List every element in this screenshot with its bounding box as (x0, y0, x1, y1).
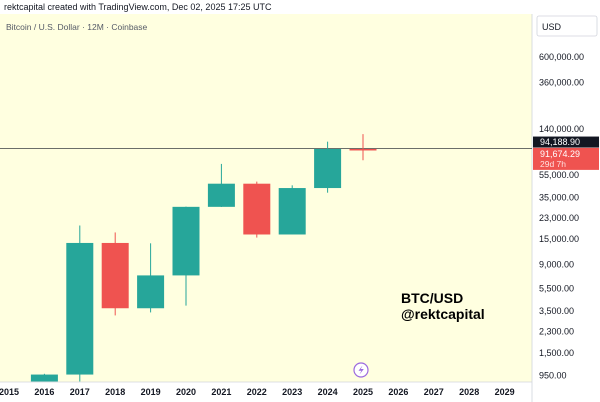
time-tick-label: 2018 (105, 387, 125, 397)
current-price-tag-label: 91,674.29 (540, 149, 580, 159)
candle-body (137, 275, 165, 309)
candle-2024[interactable] (314, 141, 342, 193)
time-tick-label: 2023 (282, 387, 302, 397)
candle-2018[interactable] (101, 232, 129, 316)
candle-body (349, 148, 377, 151)
candle-body (207, 183, 235, 207)
time-tick-label: 2027 (424, 387, 444, 397)
btc-usd-yearly-chart[interactable]: Bitcoin / U.S. Dollar · 12M · Coinbase U… (0, 14, 600, 402)
candle-2023[interactable] (278, 185, 306, 235)
current-price-countdown: 29d 7h (540, 159, 566, 169)
time-tick-label: 2020 (176, 387, 196, 397)
time-tick-label: 2022 (247, 387, 267, 397)
time-tick-label: 2028 (459, 387, 479, 397)
currency-badge-label: USD (542, 22, 562, 32)
candle-body (243, 183, 271, 235)
price-tick-label: 5,500.00 (539, 284, 574, 294)
price-tick-label: 950.00 (539, 370, 567, 380)
price-tick-label: 55,000.00 (539, 170, 579, 180)
price-tick-label: 15,000.00 (539, 234, 579, 244)
time-tick-label: 2025 (353, 387, 373, 397)
chart-credit-bar: rektcapital created with TradingView.com… (0, 0, 600, 14)
candle-2021[interactable] (207, 163, 235, 208)
price-axis-background (532, 14, 600, 402)
time-tick-label: 2029 (495, 387, 515, 397)
candle-body (66, 242, 94, 375)
price-tick-label: 140,000.00 (539, 124, 584, 134)
candle-2020[interactable] (172, 206, 200, 306)
time-tick-label: 2017 (70, 387, 90, 397)
candle-body (278, 188, 306, 235)
annotation-ticker: BTC/USD (401, 290, 463, 306)
candle-2019[interactable] (137, 243, 165, 313)
annotation-handle: @rektcapital (401, 306, 485, 322)
price-tick-label: 3,500.00 (539, 306, 574, 316)
price-tick-label: 9,000.00 (539, 259, 574, 269)
price-tick-label: 360,000.00 (539, 77, 584, 87)
candle-2022[interactable] (243, 181, 271, 238)
price-line-tag-label: 94,188.90 (540, 137, 580, 147)
chart-credit-text: rektcapital created with TradingView.com… (4, 2, 272, 12)
time-tick-label: 2019 (141, 387, 161, 397)
price-tick-label: 2,300.00 (539, 327, 574, 337)
candle-series (30, 134, 377, 382)
event-marker-icon[interactable] (353, 362, 369, 378)
candle-body (30, 374, 58, 382)
time-axis-labels: 2015 2016 2017 2018 2019 2020 2021 2022 2023 2024… (0, 387, 515, 397)
time-axis-background (0, 382, 532, 402)
time-tick-label: 2026 (388, 387, 408, 397)
chart-title: Bitcoin / U.S. Dollar · 12M · Coinbase (6, 22, 148, 32)
price-tick-label: 1,500.00 (539, 348, 574, 358)
price-tick-label: 23,000.00 (539, 213, 579, 223)
price-axis-ticks: 600,000.00 360,000.00 140,000.00 55,000.00 3… (539, 52, 584, 380)
candle-body (101, 242, 129, 309)
time-tick-label: 2015 (0, 387, 19, 397)
candle-2016[interactable] (30, 373, 58, 382)
current-price-tag (533, 147, 599, 170)
price-tick-label: 35,000.00 (539, 192, 579, 202)
time-tick-label: 2024 (318, 387, 338, 397)
time-tick-label: 2021 (211, 387, 231, 397)
price-line-tag (533, 136, 599, 148)
candle-2017[interactable] (66, 225, 94, 382)
candle-body (314, 148, 342, 189)
currency-badge[interactable] (536, 15, 598, 37)
price-tick-label: 600,000.00 (539, 52, 584, 62)
time-tick-label: 2016 (34, 387, 54, 397)
candle-body (172, 206, 200, 276)
candle-2025[interactable] (349, 134, 377, 161)
